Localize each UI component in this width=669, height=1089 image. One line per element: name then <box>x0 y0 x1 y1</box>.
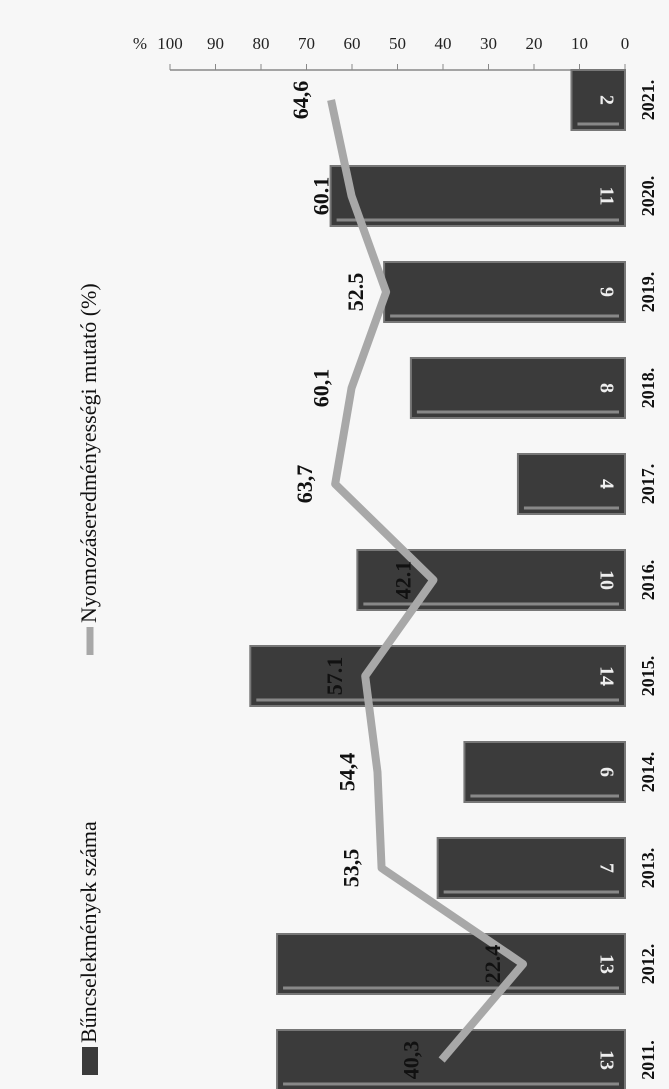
count-label: 11 <box>595 187 617 206</box>
y-tick-label: 90 <box>207 34 224 53</box>
rotated-chart: 0 10 20 30 40 50 60 70 80 90 100% 2011. 2012. 2013. 20… <box>76 34 658 1089</box>
x-tick-label: 2013. <box>638 848 658 889</box>
count-label: 10 <box>595 570 617 590</box>
count-label: 13 <box>595 1050 617 1070</box>
y-tick-label: 10 <box>571 34 588 53</box>
x-tick-label: 2015. <box>638 656 658 697</box>
count-label: 14 <box>595 666 617 686</box>
y-tick-label: 40 <box>435 34 452 53</box>
legend-swatch <box>82 1047 98 1075</box>
bar <box>463 741 627 803</box>
bar <box>436 837 626 899</box>
x-tick-label: 2019. <box>638 272 658 313</box>
bar <box>409 357 626 419</box>
count-label: 7 <box>595 863 617 873</box>
x-tick-label: 2017. <box>638 464 658 505</box>
y-tick-label: 50 <box>389 34 406 53</box>
value-label: 60.1 <box>309 177 334 216</box>
bar <box>516 453 626 515</box>
value-label: 57.1 <box>322 657 347 696</box>
y-tick-label: 0 <box>621 34 630 53</box>
value-label: 53,5 <box>339 849 364 888</box>
value-label: 54,4 <box>335 753 360 792</box>
bar <box>383 261 626 323</box>
value-label: 42.1 <box>390 561 415 600</box>
y-tick-label: 100 <box>157 34 183 53</box>
bar <box>276 933 626 995</box>
count-label: 13 <box>595 954 617 974</box>
x-tick-label: 2014. <box>638 752 658 793</box>
count-label: 8 <box>595 383 617 393</box>
x-tick-label: 2018. <box>638 368 658 409</box>
count-label: 6 <box>595 767 617 777</box>
y-tick-label: 30 <box>480 34 497 53</box>
y-tick-label: 20 <box>526 34 543 53</box>
value-label: 22.4 <box>480 945 505 984</box>
bar <box>570 69 626 131</box>
legend-label: Bűncselekmények száma <box>76 821 101 1043</box>
bar <box>276 1029 626 1089</box>
x-tick-label: 2012. <box>638 944 658 985</box>
y-tick-label: 70 <box>298 34 315 53</box>
x-tick-label: 2011. <box>638 1040 658 1080</box>
value-label: 60,1 <box>309 369 334 408</box>
legend-label: Nyomozáseredményességi mutató (%) <box>76 283 101 623</box>
count-label: 2 <box>595 95 617 105</box>
y-axis-label: % <box>133 34 147 53</box>
x-tick-label: 2016. <box>638 560 658 601</box>
y-tick-label: 60 <box>344 34 361 53</box>
x-tick-label: 2020. <box>638 176 658 217</box>
bar <box>249 645 626 707</box>
value-label: 64,6 <box>288 81 313 120</box>
count-label: 4 <box>595 479 617 489</box>
y-tick-label: 80 <box>253 34 270 53</box>
value-label: 40,3 <box>399 1041 424 1080</box>
bar <box>329 165 626 227</box>
value-label: 63,7 <box>292 465 317 504</box>
x-tick-label: 2021. <box>638 80 658 121</box>
value-label: 52.5 <box>343 273 368 312</box>
count-label: 9 <box>595 287 617 297</box>
line <box>327 99 528 1063</box>
